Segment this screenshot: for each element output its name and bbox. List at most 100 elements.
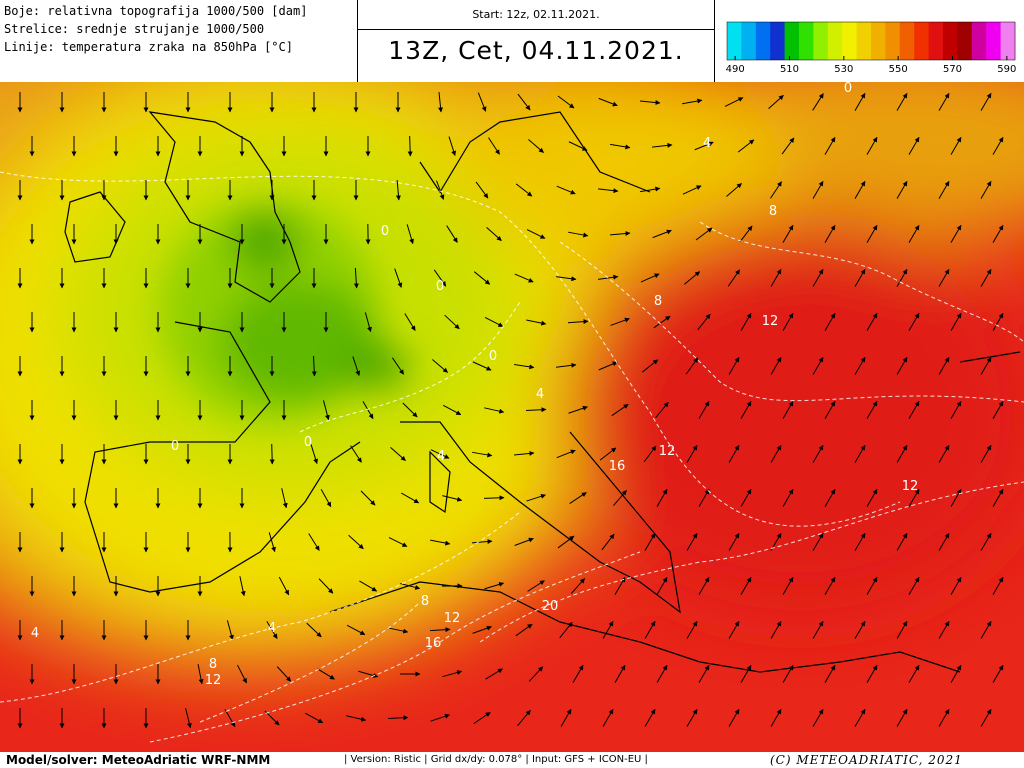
wind-arrow (598, 274, 619, 280)
model-info: Model/solver: MeteoAdriatic WRF-NMM (6, 753, 271, 767)
wind-arrow (896, 92, 908, 111)
wind-arrow (656, 488, 668, 507)
wind-arrow (980, 444, 992, 463)
colorbar-swatch (827, 22, 843, 60)
colorbar-swatch (928, 22, 944, 60)
wind-arrow (557, 535, 575, 549)
wind-arrow (728, 356, 740, 375)
wind-arrow (442, 404, 462, 416)
wind-arrow (364, 312, 372, 333)
wind-arrow (473, 711, 491, 725)
colorbar-label: 490 (726, 64, 745, 75)
colorbar-swatch (885, 22, 901, 60)
wind-arrow (237, 664, 247, 684)
start-time: Start: 12z, 02.11.2021. (472, 8, 600, 21)
wind-arrow (782, 400, 794, 419)
wind-arrow (473, 271, 491, 285)
wind-arrow (388, 537, 408, 547)
wind-arrow (224, 709, 236, 728)
footer: Model/solver: MeteoAdriatic WRF-NMM | Ve… (0, 752, 1024, 768)
wind-arrow (698, 664, 710, 683)
contour-label: 12 (444, 611, 461, 626)
wind-arrow (556, 362, 577, 368)
wind-arrow (683, 271, 701, 285)
wind-arrow (266, 621, 278, 640)
wind-arrow (484, 407, 505, 414)
wind-arrow (854, 92, 866, 111)
colorbar-swatch (856, 22, 872, 60)
wind-arrow (896, 708, 908, 727)
wind-arrow (685, 357, 699, 375)
divider (358, 29, 714, 30)
wind-arrow (387, 715, 409, 721)
wind-arrow (854, 356, 866, 375)
wind-arrow (950, 136, 962, 155)
wind-arrow (311, 355, 317, 377)
wind-arrow (281, 488, 288, 509)
wind-arrow (352, 356, 361, 376)
colorbar-swatch (727, 22, 742, 60)
wind-arrow (239, 576, 246, 597)
wind-arrow (812, 93, 824, 111)
wind-arrow (652, 229, 672, 239)
wind-arrow (698, 576, 710, 595)
wind-arrow (655, 401, 669, 419)
wind-arrow (268, 532, 276, 553)
wind-arrow (697, 313, 711, 331)
colorbar-swatch (784, 22, 800, 60)
wind-arrow (197, 664, 204, 685)
wind-arrow (527, 580, 545, 592)
wind-arrow (908, 400, 920, 419)
wind-arrow (866, 488, 878, 507)
wind-arrow (740, 312, 752, 331)
colorbar-label: 550 (889, 64, 908, 75)
wind-arrow (568, 141, 588, 151)
wind-arrow (514, 537, 534, 546)
wind-arrow (866, 136, 878, 155)
colorbar-swatch (914, 22, 930, 60)
wind-arrow (359, 580, 378, 592)
wind-arrow (407, 135, 413, 157)
wind-arrow (484, 316, 504, 328)
wind-arrow (442, 495, 463, 502)
wind-arrow (737, 139, 755, 153)
wind-arrow (572, 664, 584, 683)
wind-arrow (896, 356, 908, 375)
wind-arrow (515, 623, 533, 637)
wind-arrow (436, 180, 445, 200)
wind-arrow (908, 576, 920, 595)
contour-label: 12 (762, 314, 779, 329)
wind-arrow (854, 268, 866, 287)
contour-label: 0 (381, 224, 389, 239)
wind-arrow (854, 444, 866, 463)
colorbar-label: 570 (943, 64, 962, 75)
wind-arrow (728, 444, 740, 463)
contour-label: 4 (31, 626, 39, 641)
wind-arrow (812, 268, 824, 287)
wind-arrow (614, 576, 626, 595)
wind-arrow (866, 224, 878, 243)
wind-arrow (824, 312, 836, 331)
wind-arrow (770, 268, 782, 287)
colorbar-swatch (755, 22, 771, 60)
wind-arrow (992, 224, 1004, 243)
wind-arrow (610, 143, 631, 150)
wind-arrow (640, 186, 661, 193)
wind-arrow (602, 620, 614, 639)
wind-arrow (639, 100, 661, 106)
wind-arrow (866, 400, 878, 419)
divider (357, 0, 358, 82)
wind-arrow (694, 141, 714, 151)
wind-arrow (653, 315, 671, 329)
isotherms (0, 171, 1024, 743)
wind-arrow (726, 183, 742, 197)
wind-arrow (992, 400, 1004, 419)
wind-arrow (559, 621, 573, 639)
wind-arrow (433, 269, 447, 287)
wind-arrow (430, 449, 450, 459)
wind-arrow (980, 356, 992, 375)
wind-arrow (728, 532, 740, 551)
wind-arrow (770, 620, 782, 639)
colorbar-swatch (813, 22, 829, 60)
